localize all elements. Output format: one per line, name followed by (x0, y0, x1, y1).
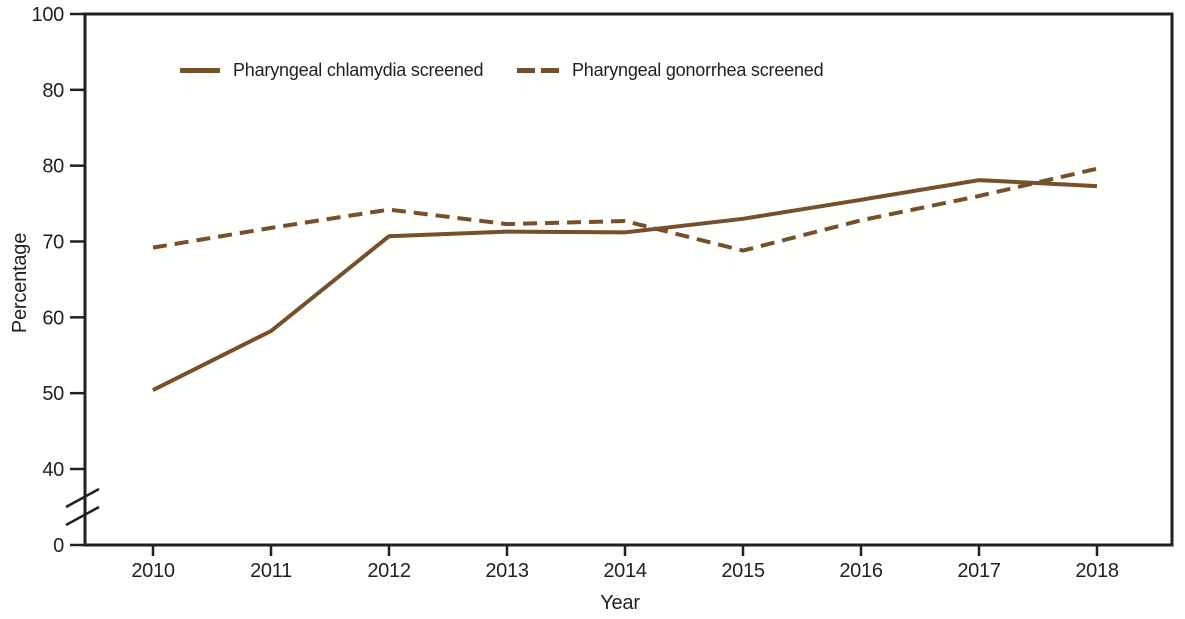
legend-label-chlamydia: Pharyngeal chlamydia screened (233, 59, 484, 80)
y-tick-label: 60 (42, 307, 64, 329)
x-tick-label: 2010 (131, 560, 174, 582)
legend-dash-segment (517, 67, 535, 73)
legend: Pharyngeal chlamydia screened Pharyngeal… (0, 59, 1185, 81)
x-tick-label: 2018 (1075, 560, 1118, 582)
axis-frame (83, 12, 1174, 547)
x-tick-label: 2015 (721, 560, 764, 582)
legend-swatch-solid-line (180, 67, 220, 73)
x-tick-label: 2012 (367, 560, 410, 582)
series-line-chlamydia (152, 178, 1098, 392)
x-tick-label: 2014 (603, 560, 646, 582)
x-tick-label: 2017 (957, 560, 1000, 582)
legend-dash-segment (541, 67, 559, 73)
axis-break-icon (65, 487, 100, 509)
x-tick-label: 2011 (250, 560, 292, 582)
x-tick-label: 2016 (839, 560, 882, 582)
x-tick-label: 2013 (485, 560, 528, 582)
legend-swatch-dashed-line (517, 67, 559, 73)
legend-label-gonorrhea: Pharyngeal gonorrhea screened (572, 59, 824, 80)
y-tick-label: 80 (42, 80, 64, 102)
y-tick-label: 0 (53, 535, 64, 557)
y-tick-label: 50 (42, 383, 64, 405)
y-tick-label: 100 (32, 4, 65, 26)
legend-item-chlamydia: Pharyngeal chlamydia screened (180, 59, 484, 81)
y-tick-label: 40 (42, 459, 64, 481)
y-axis-title: Percentage (9, 232, 31, 334)
x-axis-title: Year (600, 592, 640, 614)
axis-break-icon (65, 505, 100, 527)
y-tick-label: 70 (42, 232, 64, 254)
legend-item-gonorrhea: Pharyngeal gonorrhea screened (517, 59, 824, 81)
y-tick-label: 80 (42, 156, 64, 178)
series-line-gonorrhea (152, 166, 1098, 253)
